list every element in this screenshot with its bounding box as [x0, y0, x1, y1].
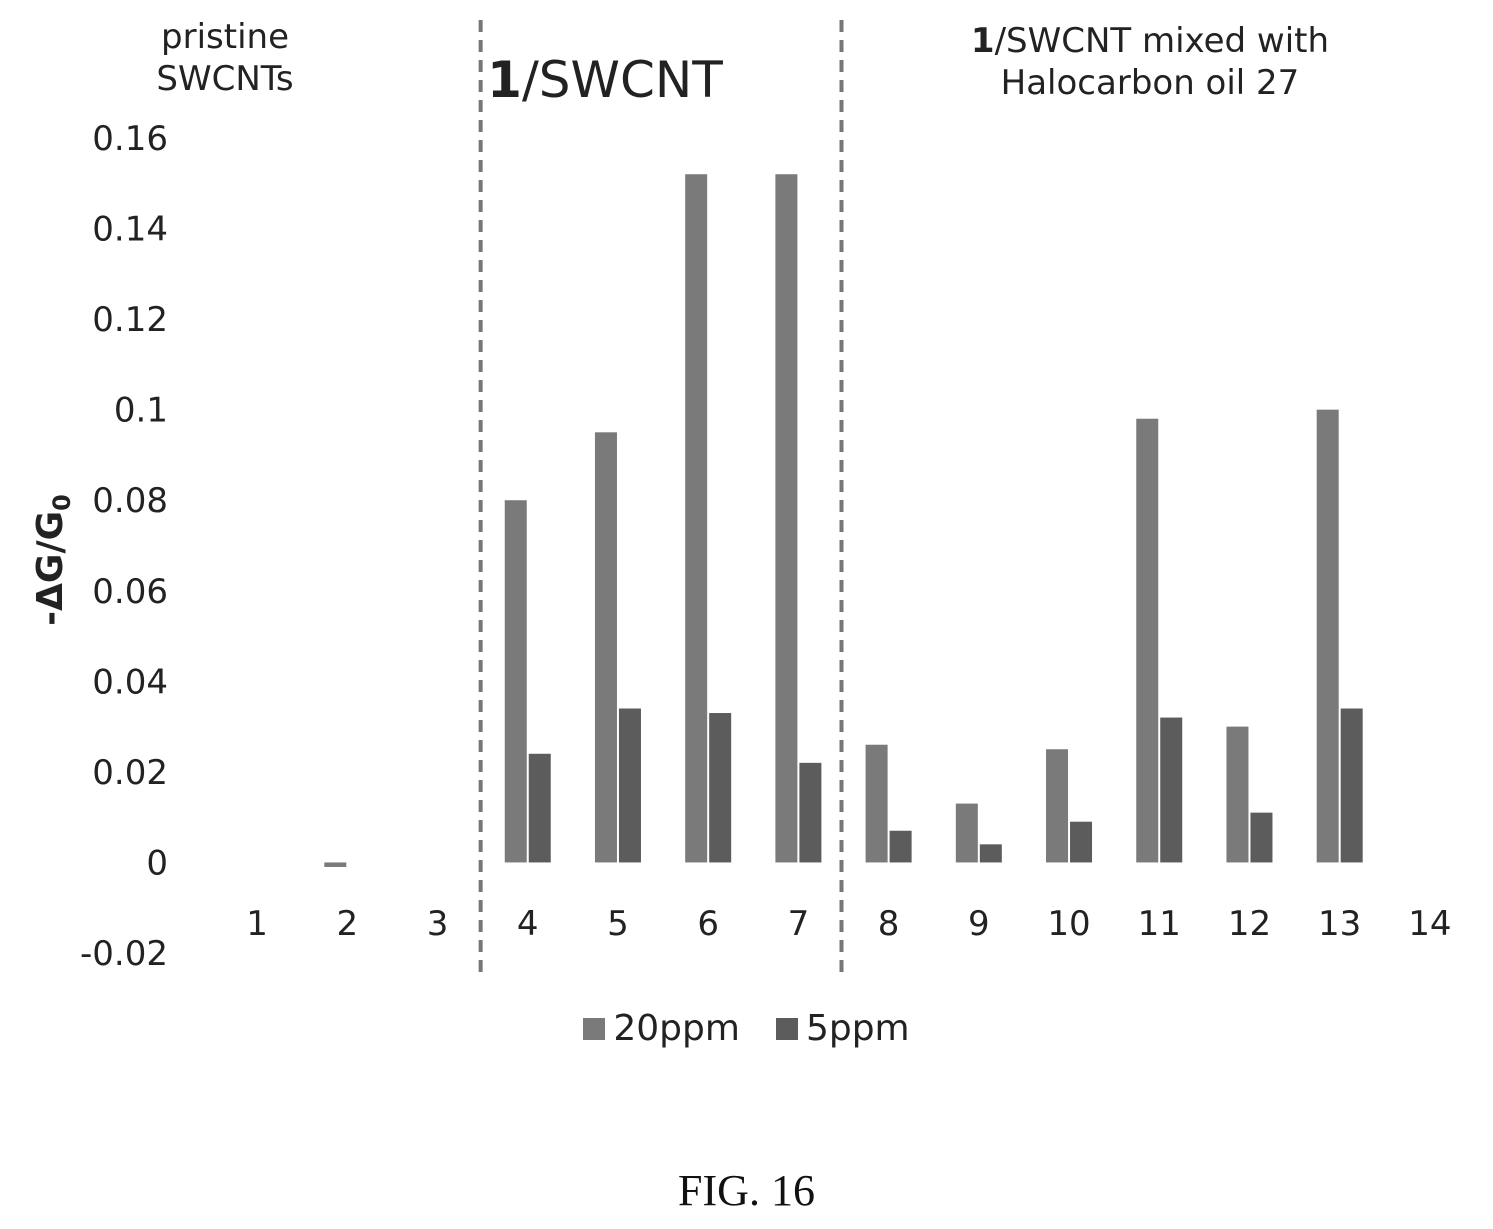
bar-20ppm-11 — [1136, 418, 1159, 863]
bar-20ppm-9 — [955, 803, 978, 863]
x-tick-label: 14 — [1408, 904, 1451, 944]
y-axis-ticks: 0.16 0.14 0.12 0.1 0.08 0.06 0.04 0.02 0 -0.02 — [80, 119, 168, 974]
x-tick-label: 10 — [1047, 904, 1090, 944]
bar-5ppm-12 — [1250, 812, 1273, 863]
y-tick-label: 0.14 — [92, 210, 168, 250]
bar-5ppm-9 — [979, 844, 1002, 863]
x-tick-label: 5 — [607, 904, 629, 944]
x-tick-label: 6 — [697, 904, 719, 944]
bar-5ppm-7 — [799, 762, 822, 863]
bar-5ppm-6 — [709, 713, 732, 863]
section-label-mixed-number: 1 — [970, 21, 995, 61]
section-label-mixed-line2: Halocarbon oil 27 — [1000, 63, 1300, 103]
bar-20ppm-10 — [1046, 749, 1069, 863]
x-tick-label: 12 — [1228, 904, 1271, 944]
legend-swatch-5ppm — [775, 1017, 798, 1040]
y-tick-label: 0.1 — [114, 391, 168, 431]
bar-20ppm-5 — [594, 432, 617, 863]
section-label-mixed: 1/SWCNT mixed with Halocarbon oil 27 — [900, 20, 1400, 104]
x-tick-label: 13 — [1318, 904, 1361, 944]
y-tick-label: -0.02 — [80, 934, 168, 974]
y-tick-label: 0 — [146, 843, 168, 883]
bars — [324, 174, 1363, 867]
x-axis-ticks: 1 2 3 4 5 6 7 8 9 10 11 12 13 14 — [246, 904, 1451, 944]
x-tick-label: 9 — [968, 904, 990, 944]
section-label-swcnt-number: 1 — [487, 51, 522, 109]
x-tick-label: 3 — [427, 904, 449, 944]
section-label-mixed-line1: 1/SWCNT mixed with — [900, 20, 1400, 62]
bar-20ppm-2 — [324, 862, 347, 867]
bar-5ppm-5 — [618, 708, 641, 863]
x-tick-label: 2 — [337, 904, 359, 944]
bar-5ppm-11 — [1160, 717, 1183, 863]
y-tick-label: 0.04 — [92, 662, 168, 702]
legend-swatch-20ppm — [583, 1017, 606, 1040]
bar-20ppm-7 — [775, 174, 798, 863]
x-tick-label: 4 — [517, 904, 539, 944]
bar-5ppm-8 — [889, 830, 912, 863]
y-tick-label: 0.12 — [92, 300, 168, 340]
bar-5ppm-13 — [1340, 708, 1363, 863]
bar-20ppm-13 — [1316, 409, 1339, 863]
section-label-swcnt: 1/SWCNT — [480, 50, 730, 110]
x-tick-label: 8 — [878, 904, 900, 944]
legend: 20ppm 5ppm — [0, 1008, 1493, 1049]
bar-5ppm-10 — [1070, 821, 1093, 863]
legend-label-5ppm: 5ppm — [805, 1008, 910, 1049]
x-tick-label: 7 — [788, 904, 810, 944]
section-label-pristine-line1: pristine — [161, 17, 289, 57]
bar-20ppm-4 — [504, 500, 527, 863]
y-axis-label-subscript: 0 — [48, 494, 76, 511]
x-tick-label: 11 — [1138, 904, 1181, 944]
legend-item-5ppm: 5ppm — [775, 1008, 910, 1049]
bar-20ppm-12 — [1226, 726, 1249, 863]
section-label-pristine-line2: SWCNTs — [156, 59, 294, 99]
x-tick-label: 1 — [246, 904, 268, 944]
y-tick-label: 0.08 — [92, 481, 168, 521]
y-axis-label: -ΔG/G0 — [30, 494, 76, 626]
section-label-pristine: pristine SWCNTs — [140, 16, 310, 100]
section-label-mixed-text: /SWCNT mixed with — [994, 21, 1330, 61]
figure-caption: FIG. 16 — [678, 1166, 815, 1215]
legend-item-20ppm: 20ppm — [583, 1008, 740, 1049]
legend-label-20ppm: 20ppm — [613, 1008, 740, 1049]
y-tick-label: 0.16 — [92, 119, 168, 159]
bar-20ppm-6 — [685, 174, 708, 863]
bar-5ppm-4 — [528, 753, 551, 863]
y-tick-label: 0.02 — [92, 753, 168, 793]
section-label-swcnt-text: /SWCNT — [521, 51, 723, 109]
bar-20ppm-8 — [865, 744, 888, 863]
y-tick-label: 0.06 — [92, 572, 168, 612]
